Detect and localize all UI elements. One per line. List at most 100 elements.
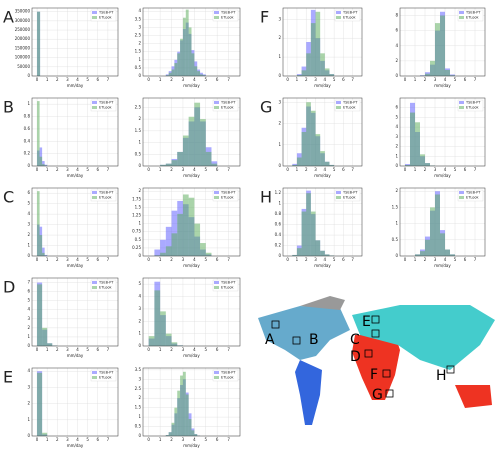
x-tick-label: 0 [36, 257, 39, 262]
y-tick-label: 7 [27, 280, 30, 285]
map-label: C [350, 332, 360, 348]
legend-box [90, 99, 117, 112]
x-tick-label: 5 [454, 257, 457, 262]
bar [450, 254, 455, 256]
y-tick-label: 0 [27, 163, 30, 168]
legend-label: TSEB-PT [342, 101, 358, 105]
bar [420, 251, 425, 256]
bar [165, 226, 172, 256]
y-tick-label: 0.6 [24, 126, 31, 131]
region-box [446, 365, 455, 374]
y-tick-label: 3 [138, 24, 141, 29]
legend-label: TSEB-PT [98, 11, 114, 15]
x-tick-label: 7 [351, 77, 354, 82]
y-tick-label: 0.8 [275, 211, 282, 216]
legend-swatch [336, 191, 341, 194]
x-tick-label: 1 [46, 167, 49, 172]
x-axis-label: mm/day [67, 83, 84, 88]
bar [410, 112, 415, 166]
y-tick-label: 0 [278, 253, 281, 258]
bar [171, 422, 175, 436]
x-tick-label: 5 [86, 347, 89, 352]
x-axis-label: mm/day [183, 353, 200, 358]
bar [425, 73, 430, 76]
bar [168, 432, 172, 436]
bar [445, 249, 450, 256]
y-tick-label: 4 [27, 307, 30, 312]
x-tick-label: 0 [404, 77, 407, 82]
bar [39, 235, 43, 256]
y-tick-label: 2 [27, 232, 30, 237]
bar [320, 151, 325, 166]
bar [182, 371, 186, 436]
y-tick-label: 0.4 [275, 232, 282, 237]
x-tick-label: 2 [56, 437, 59, 442]
y-tick-label: 5 [138, 281, 141, 286]
bar [177, 390, 181, 436]
y-tick-label: 4 [138, 294, 141, 299]
legend-label: TSEB-PT [98, 191, 114, 195]
x-tick-label: 4 [193, 437, 196, 442]
plot-frame [282, 187, 363, 257]
x-tick-label: 6 [342, 77, 345, 82]
bar [165, 333, 172, 346]
bar [205, 151, 212, 166]
legend-label: TSEB-PT [98, 101, 114, 105]
bar [200, 119, 206, 166]
bar [37, 284, 43, 346]
bar [44, 165, 48, 166]
y-tick-label: 3 [138, 306, 141, 311]
region-box [371, 315, 380, 324]
x-tick-label: 4 [76, 167, 79, 172]
y-tick-label: 6 [395, 28, 398, 33]
x-tick-label: 7 [107, 167, 110, 172]
legend-label: ETLook [343, 196, 357, 200]
x-tick-label: 5 [86, 77, 89, 82]
legend-swatch [92, 11, 97, 14]
x-tick-label: 5 [333, 167, 336, 172]
y-tick-label: 0 [27, 253, 30, 258]
legend-box [90, 189, 117, 202]
bar [324, 254, 330, 256]
bar [180, 38, 183, 76]
x-tick-label: 5 [333, 77, 336, 82]
bar [188, 27, 192, 76]
bar [182, 17, 186, 76]
x-tick-label: 4 [444, 77, 447, 82]
bar [430, 207, 435, 256]
map-label: B [309, 332, 319, 348]
bar [324, 68, 330, 76]
y-tick-label: 1 [278, 201, 281, 206]
y-tick-label: 0 [27, 343, 30, 348]
x-tick-label: 4 [193, 77, 196, 82]
x-tick-label: 4 [76, 77, 79, 82]
bar [329, 164, 335, 166]
x-tick-label: 3 [314, 77, 317, 82]
legend-box [90, 9, 117, 22]
x-tick-label: 6 [96, 437, 99, 442]
y-tick-label: 0 [395, 73, 398, 78]
x-tick-label: 2 [56, 257, 59, 262]
plot-frame [142, 277, 241, 347]
y-tick-label: 3 [278, 99, 281, 104]
legend-swatch [336, 101, 341, 104]
x-tick-label: 4 [193, 257, 196, 262]
legend-box [457, 9, 484, 22]
x-tick-label: 3 [66, 437, 69, 442]
x-tick-label: 7 [227, 257, 230, 262]
y-tick-label: 1 [395, 221, 398, 226]
x-tick-label: 6 [216, 77, 219, 82]
africa [352, 335, 400, 400]
y-tick-label: 0 [138, 253, 141, 258]
plot-frame [282, 97, 363, 167]
legend-box [457, 99, 484, 112]
bar [202, 75, 206, 76]
x-tick-label: 1 [296, 167, 299, 172]
x-tick-label: 0 [147, 167, 150, 172]
x-tick-label: 1 [46, 77, 49, 82]
x-tick-label: 2 [170, 167, 173, 172]
x-tick-label: 7 [474, 257, 477, 262]
x-tick-label: 6 [216, 437, 219, 442]
y-tick-label: 0 [278, 163, 281, 168]
y-tick-label: 0.5 [135, 237, 142, 242]
